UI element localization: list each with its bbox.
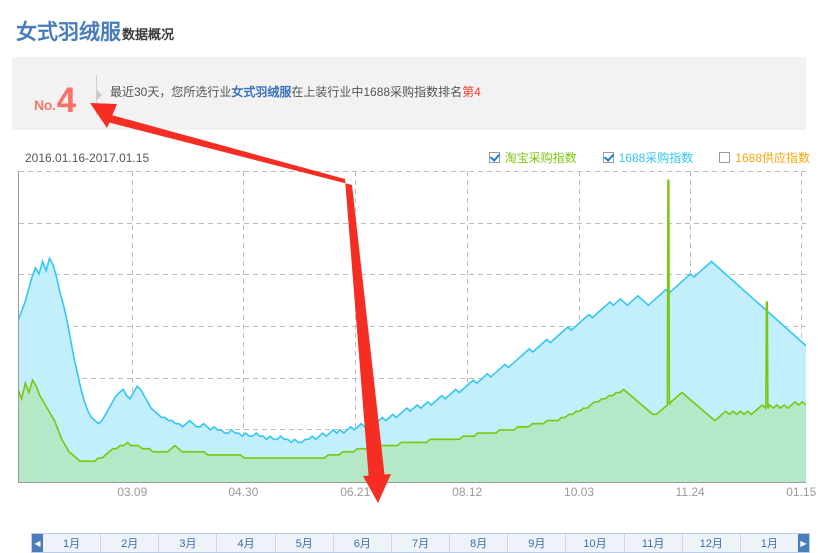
legend-checkbox-1688-purchase[interactable] — [602, 152, 614, 163]
x-tick-03.09: 03.09 — [117, 485, 148, 499]
rank-info-panel: No. 4 最近30天，您所选行业女式羽绒服在上装行业中1688采购指数排名第4 — [12, 57, 806, 130]
rank-desc-keyword: 女式羽绒服 — [231, 85, 292, 99]
month-tab-8[interactable]: 8月 — [450, 534, 509, 552]
rank-desc-part2: 在上装行业中1688采购指数排名 — [291, 85, 463, 99]
x-tick-11.24: 11.24 — [675, 485, 705, 499]
x-tick-10.03: 10.03 — [564, 485, 595, 499]
month-tab-7[interactable]: 7月 — [392, 534, 451, 552]
month-next-arrow-icon[interactable]: ▶ — [798, 534, 809, 552]
month-tab-13[interactable]: 1月 — [760, 538, 779, 550]
caret-right-icon — [97, 90, 102, 100]
page-title: 女式羽绒服数据概况 — [16, 16, 174, 46]
month-tab-5[interactable]: 5月 — [276, 534, 334, 552]
legend-checkbox-taobao[interactable] — [488, 152, 500, 163]
chart-date-range: 2016.01.16-2017.01.15 — [25, 151, 150, 165]
rank-desc-rank: 第4 — [462, 85, 481, 99]
chart-svg — [18, 171, 806, 483]
month-tab-9[interactable]: 9月 — [508, 534, 567, 552]
month-tab-1[interactable]: 1月 — [43, 534, 102, 552]
month-navigation-bar[interactable]: ◀ 1月 2月 3月 4月 5月 6月 7月 8月 9月 10月 11月 12月 1月 ▶ — [31, 533, 810, 553]
rank-divider — [96, 75, 97, 115]
month-tab-10[interactable]: 10月 — [566, 534, 625, 552]
x-tick-08.12: 08.12 — [452, 485, 483, 499]
month-tab-6[interactable]: 6月 — [334, 534, 392, 552]
month-tab-12[interactable]: 12月 — [683, 534, 741, 552]
month-tab-2[interactable]: 2月 — [101, 534, 160, 552]
month-tab-list[interactable]: 1月 2月 3月 4月 5月 6月 7月 8月 9月 10月 11月 12月 1月 — [43, 534, 798, 552]
legend-checkbox-1688-supply[interactable] — [719, 152, 731, 163]
trend-chart-block: 2016.01.16-2017.01.15 淘宝采购指数 1688采购指数 16… — [0, 140, 818, 530]
rank-prefix: No. — [34, 97, 56, 113]
rank-description: 最近30天，您所选行业女式羽绒服在上装行业中1688采购指数排名第4 — [110, 83, 481, 101]
month-tab-3[interactable]: 3月 — [159, 534, 218, 552]
legend-item-1688-supply[interactable]: 1688供应指数 — [719, 149, 810, 166]
legend-item-1688-purchase[interactable]: 1688采购指数 — [602, 149, 694, 166]
legend-item-taobao[interactable]: 淘宝采购指数 — [488, 149, 577, 166]
rank-desc-part1: 最近30天，您所选行业 — [110, 85, 232, 99]
rank-number: 4 — [56, 81, 77, 120]
chart-legend[interactable]: 淘宝采购指数 1688采购指数 1688供应指数 — [488, 149, 810, 166]
x-tick-04.30: 04.30 — [228, 485, 259, 499]
legend-label-1688-purchase: 1688采购指数 — [618, 151, 694, 165]
month-prev-arrow-icon[interactable]: ◀ — [32, 534, 43, 552]
x-tick-01.15: 01.15 — [786, 485, 817, 499]
chart-plot-area[interactable] — [18, 171, 806, 483]
month-tab-4[interactable]: 4月 — [217, 534, 276, 552]
page-title-keyword: 女式羽绒服 — [16, 21, 121, 44]
rank-badge: No. 4 — [34, 71, 124, 120]
legend-label-taobao: 淘宝采购指数 — [504, 151, 577, 165]
month-tab-11[interactable]: 11月 — [625, 534, 683, 552]
x-axis-tick-labels: 03.09 04.30 06.21 08.12 10.03 11.24 01.15 — [18, 485, 816, 501]
series-area-taobao — [18, 180, 806, 483]
x-tick-06.21: 06.21 — [340, 485, 371, 499]
legend-label-1688-supply: 1688供应指数 — [735, 151, 810, 165]
page-title-subtitle: 数据概况 — [122, 27, 175, 42]
